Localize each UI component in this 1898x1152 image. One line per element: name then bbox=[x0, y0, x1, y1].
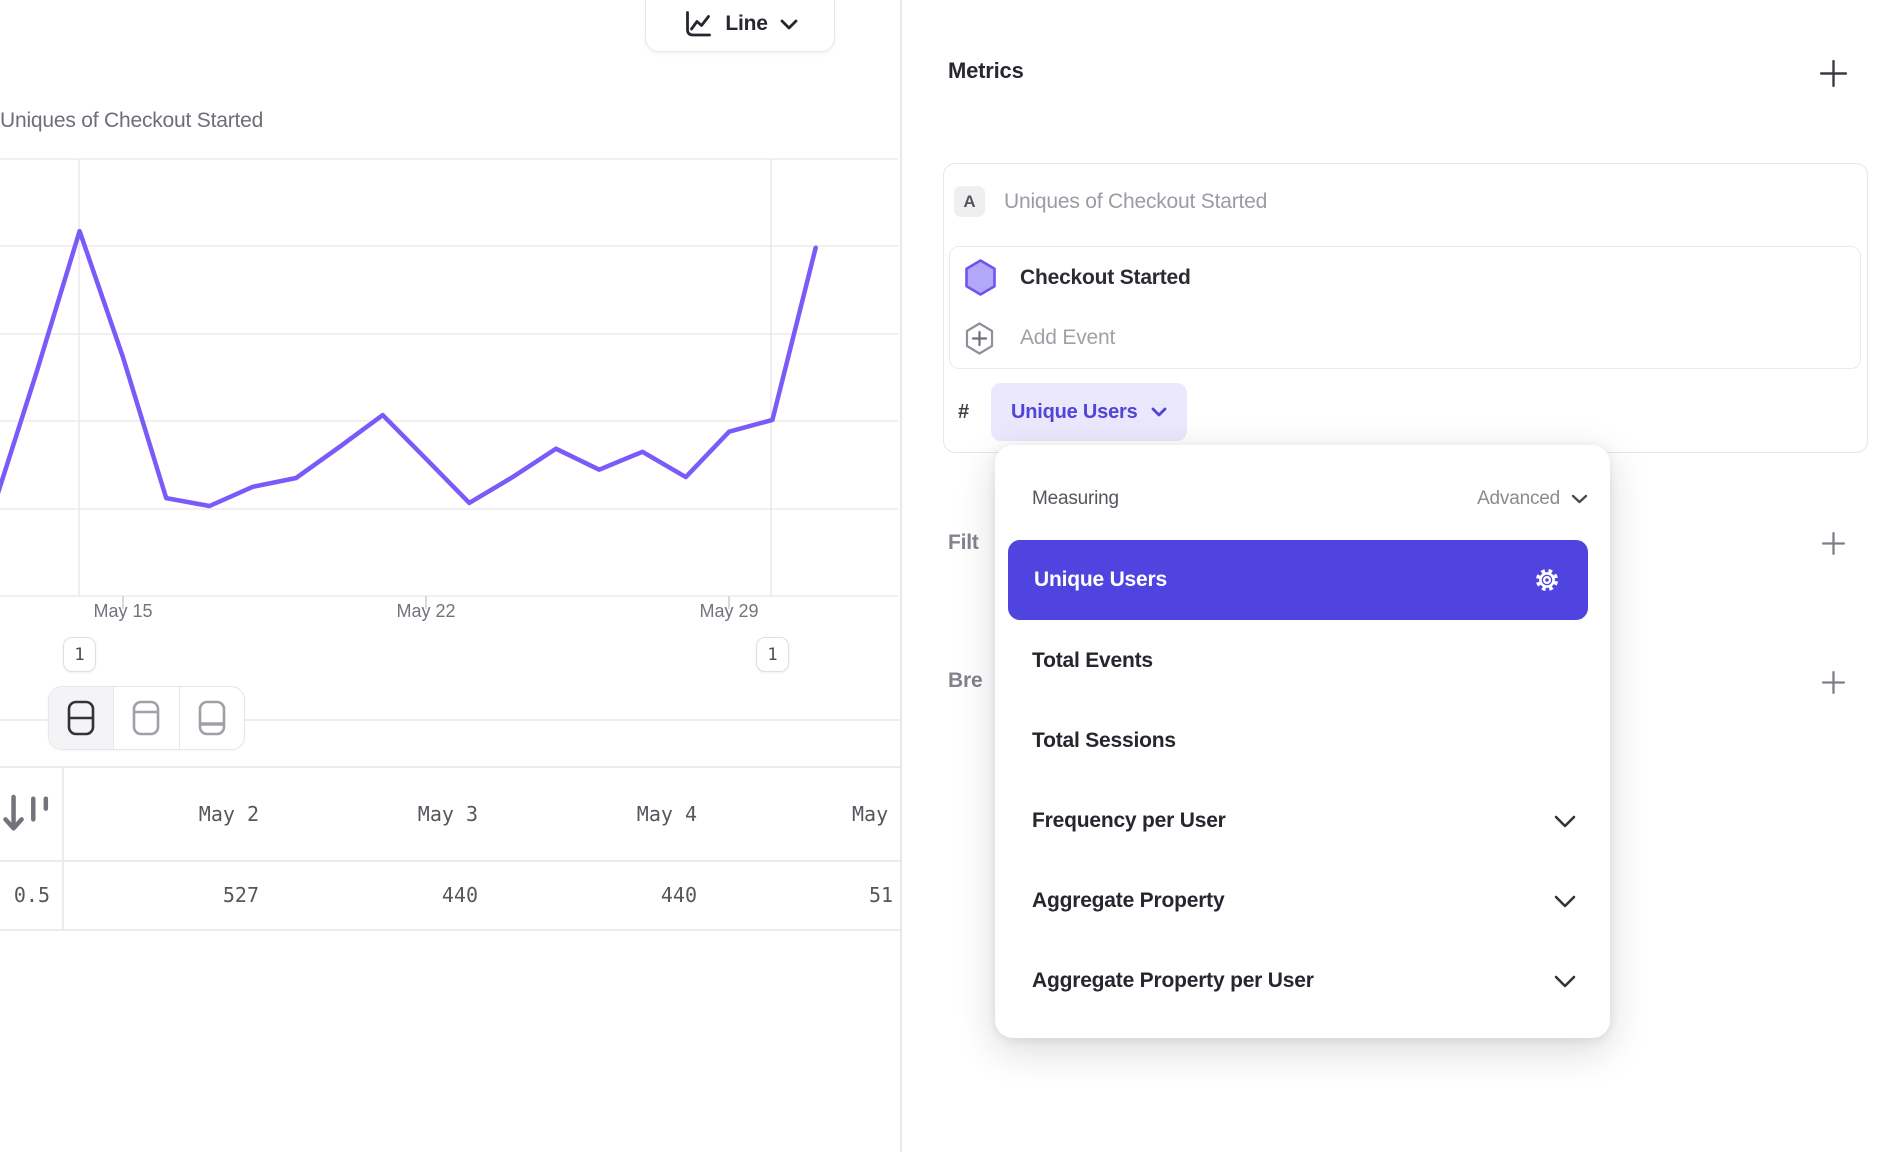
menu-item-label: Aggregate Property per User bbox=[1032, 969, 1314, 992]
table-cell: 527 bbox=[222, 883, 259, 907]
x-axis-tick-label: May 15 bbox=[93, 601, 153, 621]
aggregation-selector-chip[interactable]: Unique Users bbox=[991, 383, 1187, 441]
menu-item[interactable]: Aggregate Property per User bbox=[995, 941, 1610, 1021]
layout-option-chart-only[interactable] bbox=[114, 687, 180, 749]
x-axis-tick-label: May 29 bbox=[699, 601, 759, 621]
menu-item[interactable]: Frequency per User bbox=[995, 781, 1610, 861]
add-metric-button[interactable] bbox=[1818, 58, 1849, 89]
split-view-icon bbox=[67, 699, 95, 737]
menu-item-unique-users-selected[interactable]: Unique Users bbox=[1008, 540, 1588, 620]
event-row-checkout-started[interactable]: Checkout Started bbox=[950, 247, 1860, 308]
table-border bbox=[0, 929, 900, 931]
gear-icon[interactable] bbox=[1532, 565, 1562, 595]
chart-series-title: Uniques of Checkout Started bbox=[0, 109, 264, 132]
chevron-down-icon bbox=[1151, 407, 1167, 417]
table-column-header[interactable]: May 4 bbox=[636, 801, 697, 826]
chevron-down-icon bbox=[1554, 895, 1576, 908]
filters-section-label: Filt bbox=[948, 531, 979, 554]
table-border bbox=[0, 766, 900, 768]
menu-item[interactable]: Total Sessions bbox=[995, 701, 1610, 781]
layout-toggle bbox=[48, 686, 245, 750]
sort-column-header[interactable] bbox=[0, 768, 62, 860]
table-header-row: May 2 May 3 May 4 May bbox=[0, 768, 900, 860]
layout-option-chart-and-table[interactable] bbox=[49, 687, 115, 749]
chart-type-dropdown[interactable]: Line bbox=[645, 0, 835, 52]
annotation-badge[interactable]: 1 bbox=[63, 637, 96, 672]
plus-icon bbox=[1818, 58, 1849, 89]
aggregation-value: Unique Users bbox=[1011, 400, 1138, 423]
menu-item-label: Frequency per User bbox=[1032, 809, 1226, 832]
line-chart-icon bbox=[682, 9, 713, 40]
line-chart[interactable] bbox=[0, 0, 900, 660]
report-chart-panel: Uniques of Checkout Started Line May 15 … bbox=[0, 0, 900, 1152]
measuring-dropdown-menu: Measuring Advanced Unique Users Total Ev… bbox=[995, 445, 1610, 1038]
metrics-section-title: Metrics bbox=[948, 58, 1024, 83]
measuring-mode-label: Advanced bbox=[1477, 488, 1560, 509]
metric-letter-badge[interactable]: A bbox=[954, 186, 985, 217]
table-column-header[interactable]: May 3 bbox=[417, 801, 478, 826]
event-box: Checkout Started Add Event bbox=[949, 246, 1861, 369]
measuring-mode-toggle[interactable]: Advanced bbox=[1477, 488, 1588, 510]
annotation-badge[interactable]: 1 bbox=[756, 637, 789, 672]
row-summary-value: 0.5 bbox=[13, 883, 50, 907]
numeric-aggregation-symbol: # bbox=[958, 401, 970, 423]
metric-name-field[interactable]: Uniques of Checkout Started bbox=[1004, 190, 1268, 213]
chevron-down-icon bbox=[780, 19, 798, 30]
bottom-section-view-icon bbox=[198, 699, 226, 737]
measuring-menu-items: Total Events Total Sessions Frequency per … bbox=[995, 621, 1610, 1021]
metric-card: A Uniques of Checkout Started Checkout S… bbox=[943, 163, 1868, 453]
top-section-view-icon bbox=[132, 699, 160, 737]
hexagon-plus-icon bbox=[965, 321, 994, 355]
sort-descending-icon bbox=[1, 793, 53, 835]
add-event-label: Add Event bbox=[1020, 326, 1116, 349]
chart-type-label: Line bbox=[725, 12, 768, 35]
measuring-menu-header: Measuring Advanced bbox=[1032, 485, 1588, 513]
plus-icon bbox=[1820, 530, 1847, 557]
menu-item[interactable]: Aggregate Property bbox=[995, 861, 1610, 941]
table-column-header[interactable]: May bbox=[852, 801, 889, 826]
table-cell: 440 bbox=[660, 883, 697, 907]
layout-option-table-only[interactable] bbox=[180, 687, 244, 749]
x-axis-tick-label: May 22 bbox=[396, 601, 456, 621]
panel-resizer[interactable] bbox=[900, 0, 902, 1152]
table-border bbox=[0, 860, 900, 862]
measuring-label: Measuring bbox=[1032, 488, 1119, 509]
table-column-divider bbox=[62, 766, 64, 929]
table-cell: 51 bbox=[869, 883, 894, 907]
add-breakdown-button[interactable] bbox=[1820, 669, 1847, 696]
event-hexagon-icon bbox=[965, 259, 996, 296]
table-cell: 440 bbox=[441, 883, 478, 907]
menu-item-label: Total Sessions bbox=[1032, 729, 1176, 752]
menu-item-label: Total Events bbox=[1032, 649, 1153, 672]
chart-table-divider bbox=[0, 719, 900, 721]
chevron-down-icon bbox=[1554, 975, 1576, 988]
chevron-down-icon bbox=[1571, 494, 1588, 504]
table-column-header[interactable]: May 2 bbox=[198, 801, 259, 826]
add-filter-button[interactable] bbox=[1820, 530, 1847, 557]
table-row: 0.5 527 440 440 51 bbox=[0, 862, 900, 929]
breakdowns-section-label: Bre bbox=[948, 669, 983, 692]
plus-icon bbox=[1820, 669, 1847, 696]
event-name: Checkout Started bbox=[1020, 265, 1191, 289]
add-event-button[interactable]: Add Event bbox=[950, 309, 1860, 367]
chevron-down-icon bbox=[1554, 815, 1576, 828]
menu-item[interactable]: Total Events bbox=[995, 621, 1610, 701]
menu-item-label: Aggregate Property bbox=[1032, 889, 1225, 912]
selected-item-label: Unique Users bbox=[1034, 568, 1167, 591]
